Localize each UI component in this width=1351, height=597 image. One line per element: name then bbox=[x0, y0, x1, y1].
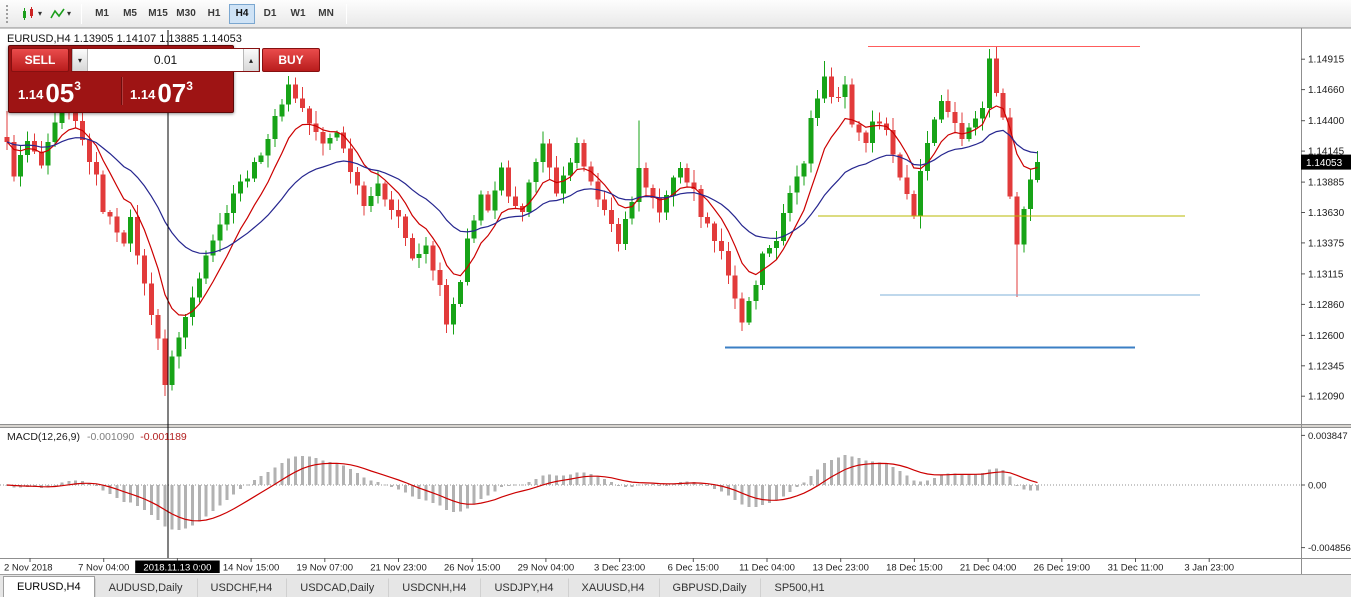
volume-control: ▾ ▴ bbox=[71, 48, 260, 72]
time-axis[interactable] bbox=[0, 558, 1301, 574]
svg-text:26 Dec 19:00: 26 Dec 19:00 bbox=[1034, 563, 1091, 574]
svg-text:1.14660: 1.14660 bbox=[1308, 85, 1345, 96]
chart-tab-usdcad-daily[interactable]: USDCAD,Daily bbox=[286, 578, 388, 597]
timeframe-button-mn[interactable]: MN bbox=[313, 4, 339, 24]
price-divider bbox=[121, 77, 122, 105]
timeframe-button-w1[interactable]: W1 bbox=[285, 4, 311, 24]
svg-text:26 Nov 15:00: 26 Nov 15:00 bbox=[444, 563, 501, 574]
svg-text:1.12345: 1.12345 bbox=[1308, 361, 1345, 372]
chart-tab-usdchf-h4[interactable]: USDCHF,H4 bbox=[196, 578, 287, 597]
svg-text:1.14053: 1.14053 bbox=[1306, 158, 1343, 169]
volume-decrease-button[interactable]: ▾ bbox=[72, 49, 88, 71]
macd-signal-value: -0.001189 bbox=[140, 431, 187, 443]
svg-text:1.12090: 1.12090 bbox=[1308, 392, 1345, 403]
new-chart-button[interactable]: ▾ bbox=[17, 3, 46, 25]
timeframe-button-m30[interactable]: M30 bbox=[173, 4, 199, 24]
svg-text:31 Dec 11:00: 31 Dec 11:00 bbox=[1108, 563, 1164, 574]
timeframe-button-m5[interactable]: M5 bbox=[117, 4, 143, 24]
svg-text:1.13115: 1.13115 bbox=[1308, 269, 1344, 280]
svg-text:0.00: 0.00 bbox=[1308, 481, 1327, 492]
toolbar-separator bbox=[81, 3, 83, 24]
volume-input[interactable] bbox=[88, 49, 243, 71]
svg-text:1.12600: 1.12600 bbox=[1308, 331, 1345, 342]
toolbar-grip bbox=[6, 4, 10, 23]
svg-text:19 Nov 07:00: 19 Nov 07:00 bbox=[297, 563, 354, 574]
svg-text:1.12860: 1.12860 bbox=[1308, 300, 1345, 311]
trade-prices-row: 1.14 05 3 1.14 07 3 bbox=[9, 74, 233, 108]
svg-text:3 Dec 23:00: 3 Dec 23:00 bbox=[594, 563, 645, 574]
buy-price-main: 1.14 bbox=[130, 87, 156, 102]
macd-label: MACD(12,26,9) bbox=[7, 431, 80, 443]
candlestick-chart-icon bbox=[23, 6, 33, 20]
svg-text:3 Jan 23:00: 3 Jan 23:00 bbox=[1184, 563, 1234, 574]
svg-text:0.003847: 0.003847 bbox=[1308, 431, 1348, 442]
sell-price-display[interactable]: 1.14 05 3 bbox=[9, 74, 121, 108]
svg-text:2018.11.13 0:00: 2018.11.13 0:00 bbox=[143, 563, 211, 574]
svg-text:29 Nov 04:00: 29 Nov 04:00 bbox=[518, 563, 575, 574]
chart-tab-audusd-daily[interactable]: AUDUSD,Daily bbox=[94, 578, 197, 597]
chart-tab-gbpusd-daily[interactable]: GBPUSD,Daily bbox=[658, 578, 761, 597]
svg-text:21 Nov 23:00: 21 Nov 23:00 bbox=[370, 563, 427, 574]
svg-text:13 Dec 23:00: 13 Dec 23:00 bbox=[812, 563, 869, 574]
volume-increase-button[interactable]: ▴ bbox=[243, 49, 259, 71]
sell-button[interactable]: SELL bbox=[11, 48, 69, 72]
toolbar: ▾ ▾ M1 M5 M15 M30 H1 H4 D1 W1 MN bbox=[0, 0, 1351, 28]
svg-text:21 Dec 04:00: 21 Dec 04:00 bbox=[960, 563, 1017, 574]
svg-text:2 Nov 2018: 2 Nov 2018 bbox=[4, 563, 53, 574]
chart-tab-sp500-h1[interactable]: SP500,H1 bbox=[760, 578, 838, 597]
buy-button[interactable]: BUY bbox=[262, 48, 320, 72]
svg-text:11 Dec 04:00: 11 Dec 04:00 bbox=[739, 563, 795, 574]
toolbar-separator bbox=[346, 3, 348, 24]
svg-text:1.14145: 1.14145 bbox=[1308, 147, 1345, 158]
svg-text:14 Nov 15:00: 14 Nov 15:00 bbox=[223, 563, 280, 574]
svg-text:-0.004856: -0.004856 bbox=[1308, 543, 1351, 554]
timeframe-button-h4[interactable]: H4 bbox=[229, 3, 256, 24]
sell-price-fraction: 3 bbox=[74, 79, 81, 93]
sell-price-pips: 05 bbox=[45, 78, 75, 108]
svg-text:6 Dec 15:00: 6 Dec 15:00 bbox=[668, 563, 719, 574]
dropdown-caret-icon: ▾ bbox=[38, 8, 43, 18]
svg-text:1.13885: 1.13885 bbox=[1308, 178, 1345, 189]
price-axis[interactable] bbox=[1301, 28, 1351, 574]
chart-ohlc-header: EURUSD,H4 1.13905 1.14107 1.13885 1.1405… bbox=[7, 33, 242, 45]
macd-indicator-header: MACD(12,26,9) -0.001090 -0.001189 bbox=[7, 431, 187, 443]
sell-price-main: 1.14 bbox=[18, 87, 44, 102]
chart-tab-bar: EURUSD,H4 AUDUSD,Daily USDCHF,H4 USDCAD,Dai… bbox=[0, 574, 1351, 597]
chart-profiles-button[interactable]: ▾ bbox=[46, 3, 75, 25]
timeframe-button-m15[interactable]: M15 bbox=[145, 4, 171, 24]
buy-price-display[interactable]: 1.14 07 3 bbox=[121, 74, 233, 108]
svg-text:18 Dec 15:00: 18 Dec 15:00 bbox=[886, 563, 943, 574]
macd-main-value: -0.001090 bbox=[86, 431, 135, 443]
timeframe-button-d1[interactable]: D1 bbox=[257, 4, 283, 24]
timeframe-button-m1[interactable]: M1 bbox=[89, 4, 115, 24]
chart-tab-usdjpy-h4[interactable]: USDJPY,H4 bbox=[480, 578, 567, 597]
timeframe-button-h1[interactable]: H1 bbox=[201, 4, 227, 24]
trade-controls-row: SELL ▾ ▴ BUY bbox=[9, 46, 320, 74]
buy-price-pips: 07 bbox=[157, 78, 187, 108]
svg-text:1.13630: 1.13630 bbox=[1308, 208, 1345, 219]
svg-text:7 Nov 04:00: 7 Nov 04:00 bbox=[78, 563, 129, 574]
svg-text:1.14400: 1.14400 bbox=[1308, 116, 1345, 127]
svg-text:1.13375: 1.13375 bbox=[1308, 238, 1345, 249]
buy-price-fraction: 3 bbox=[186, 79, 193, 93]
chart-tab-xauusd-h4[interactable]: XAUUSD,H4 bbox=[567, 578, 659, 597]
svg-text:1.14915: 1.14915 bbox=[1308, 55, 1345, 66]
timeframe-toolbar: M1 M5 M15 M30 H1 H4 D1 W1 MN bbox=[88, 3, 340, 24]
chart-tab-eurusd-h4[interactable]: EURUSD,H4 bbox=[3, 576, 95, 597]
zigzag-icon bbox=[50, 8, 65, 18]
dropdown-caret-icon: ▾ bbox=[67, 8, 72, 18]
chart-tab-usdcnh-h4[interactable]: USDCNH,H4 bbox=[388, 578, 480, 597]
